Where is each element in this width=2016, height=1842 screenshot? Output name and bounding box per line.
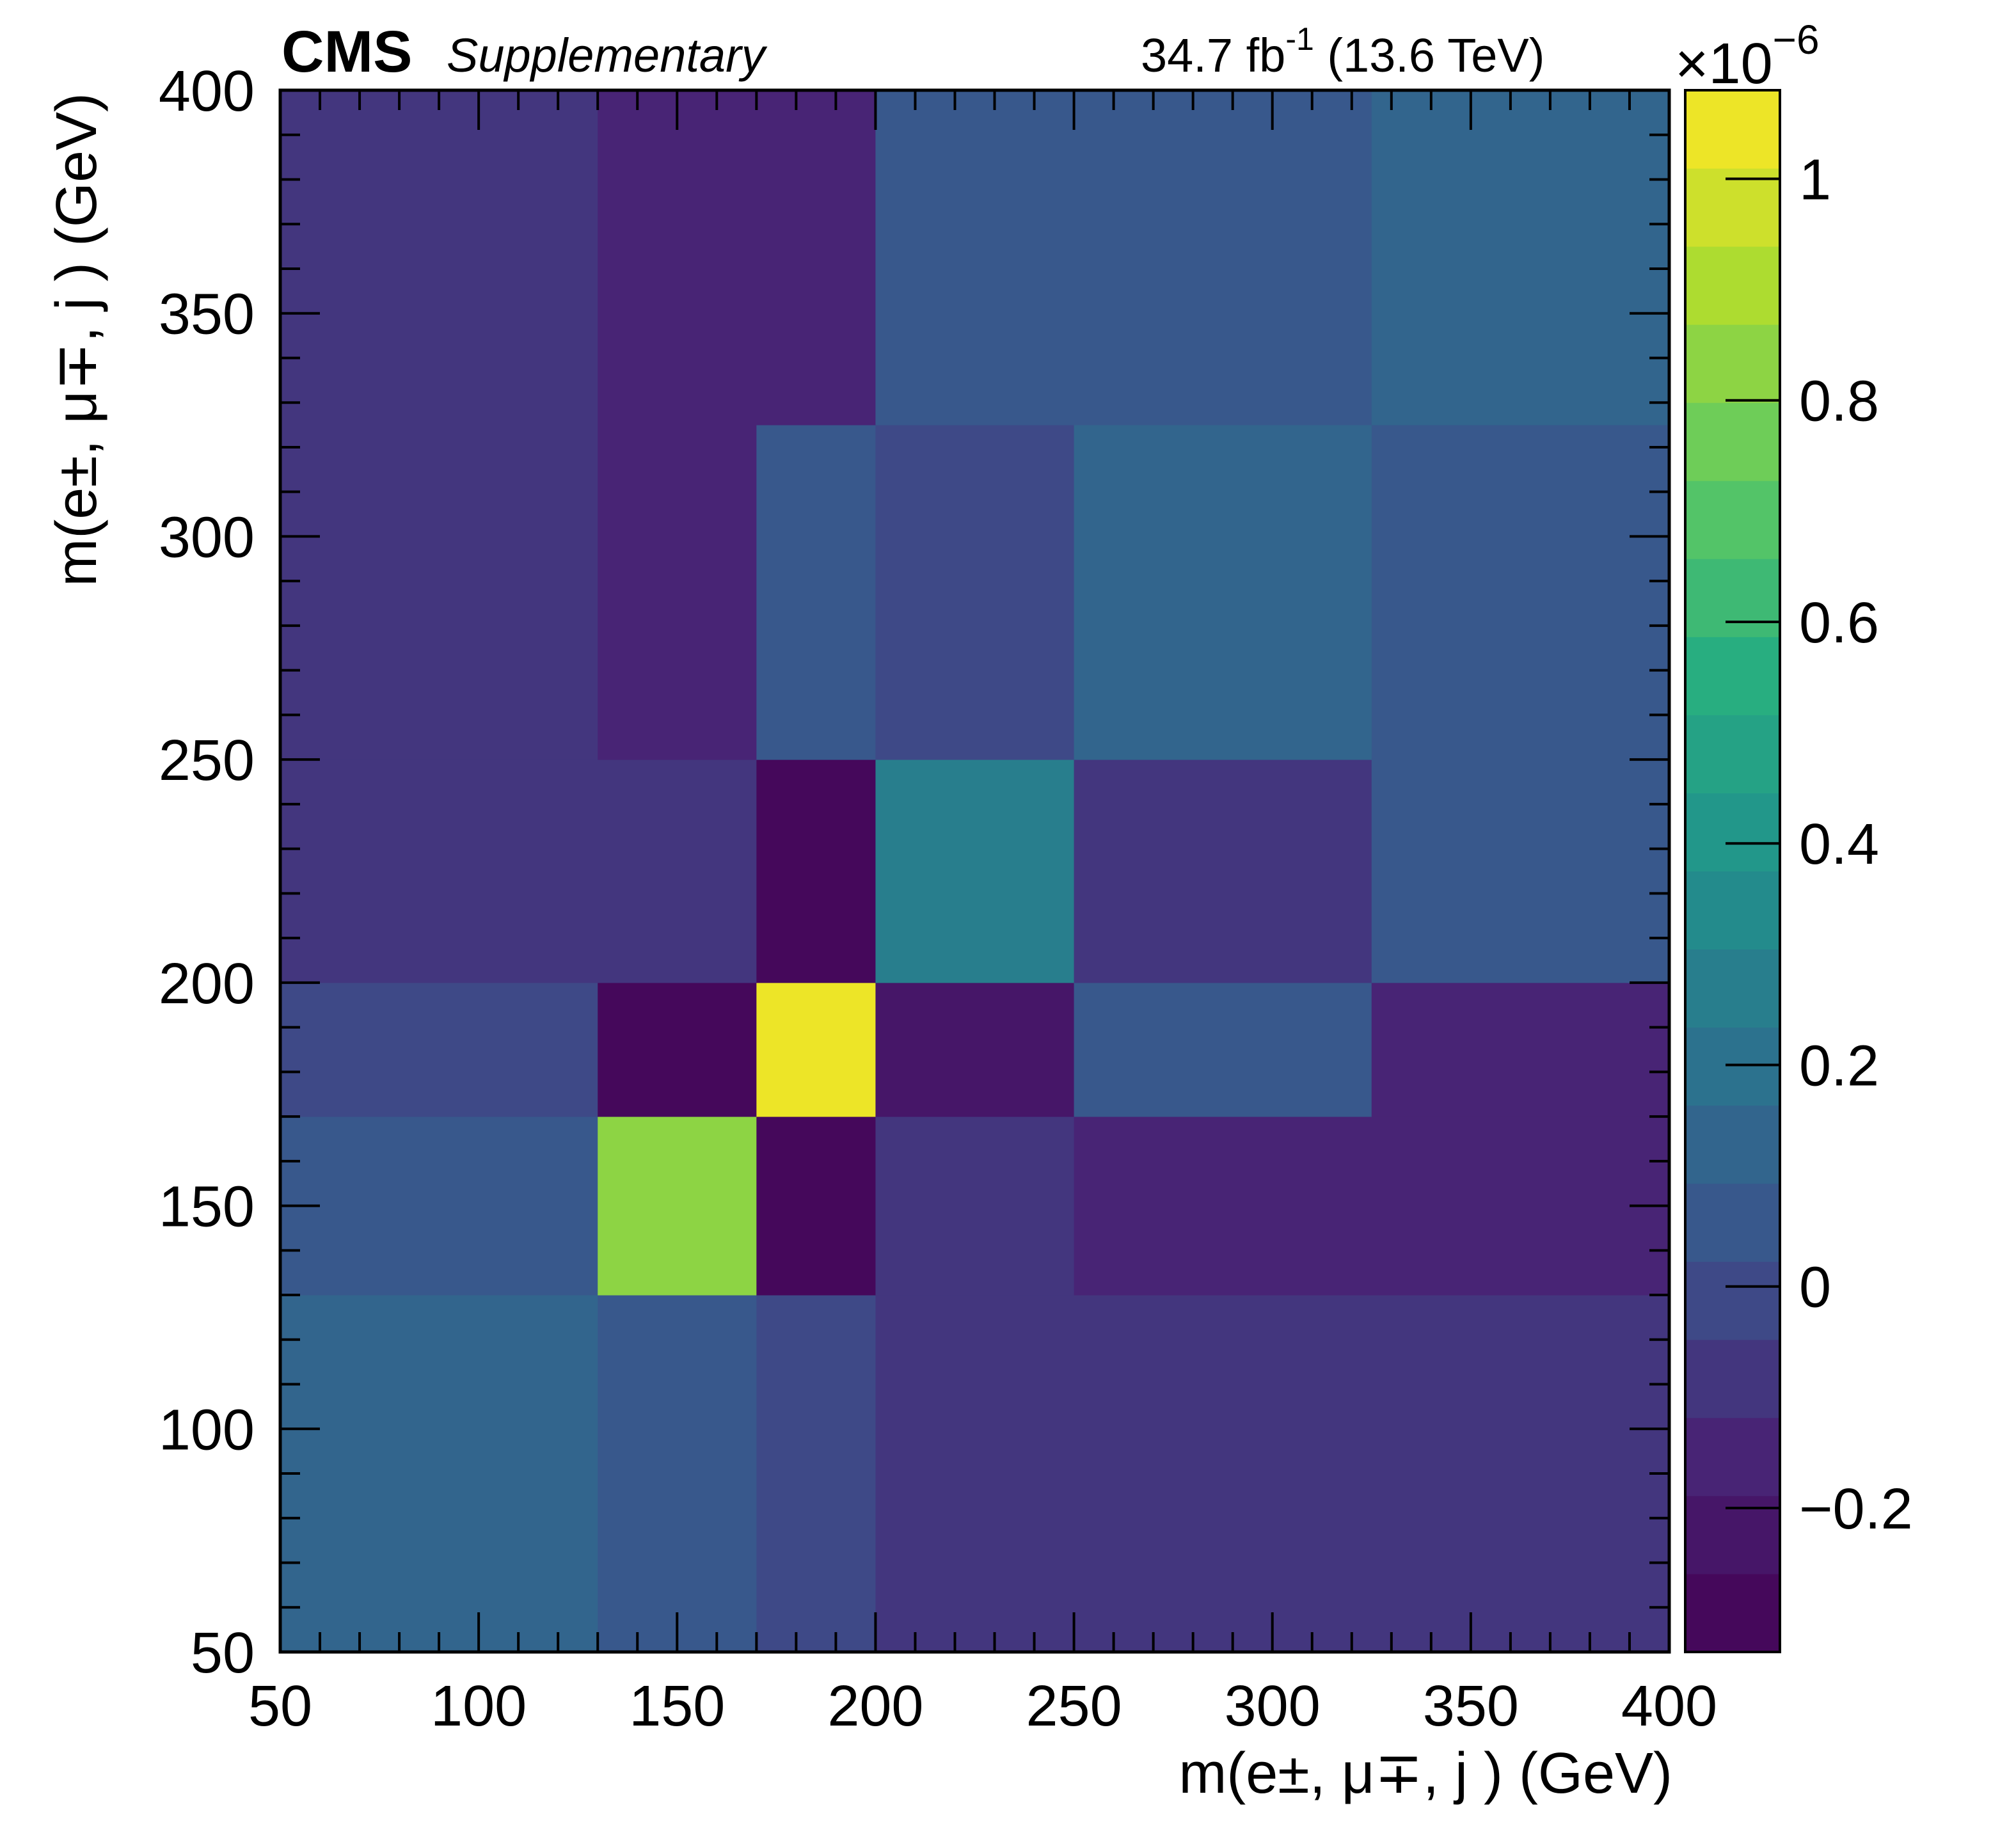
heatmap-cell — [280, 982, 598, 1117]
colorbar-band — [1685, 246, 1780, 325]
heatmap-cell — [598, 1116, 757, 1296]
y-tick-label: 350 — [159, 283, 255, 347]
y-tick-label: 300 — [159, 505, 255, 569]
heatmap-cell — [1371, 90, 1670, 425]
y-tick-label: 250 — [159, 729, 255, 793]
x-tick-label: 50 — [248, 1674, 312, 1738]
colorbar-ticks: −0.2 0 0.2 0.4 0.6 0.8 1 — [1726, 148, 1913, 1541]
y-tick-label: 200 — [159, 952, 255, 1016]
heatmap-cell — [598, 90, 876, 425]
colorbar-band — [1685, 324, 1780, 403]
colorbar-tick-label: −0.2 — [1799, 1477, 1913, 1541]
heatmap-cell — [756, 1295, 876, 1653]
heatmap-cell — [598, 425, 757, 760]
colorbar-multiplier-exponent: −6 — [1773, 17, 1820, 63]
x-axis-label: m(e±, μ∓, j ) (GeV) — [1179, 1742, 1672, 1806]
y-tick-label: 100 — [159, 1398, 255, 1462]
heatmap-cell — [875, 90, 1372, 425]
axis-ticks — [279, 89, 1671, 1653]
x-tick-label: 200 — [827, 1674, 923, 1738]
colorbar-band — [1685, 1027, 1780, 1106]
y-axis-label: m(e±, μ∓, j ) (GeV) — [45, 93, 109, 587]
heatmap-cell — [875, 1116, 1075, 1296]
heatmap-cell — [756, 982, 876, 1117]
colorbar-band — [1685, 1339, 1780, 1418]
colorbar-band — [1685, 402, 1780, 481]
heatmap-cells — [280, 90, 1670, 1653]
colorbar-band — [1685, 1105, 1780, 1184]
y-tick-label: 50 — [191, 1621, 255, 1685]
heatmap-cell — [280, 1295, 598, 1653]
colorbar-band — [1685, 480, 1780, 559]
colorbar — [1685, 90, 1780, 1653]
colorbar-tick-label: 0.6 — [1799, 591, 1879, 655]
heatmap-cell — [280, 759, 598, 983]
heatmap-cell — [756, 759, 876, 983]
heatmap-cell — [598, 982, 757, 1117]
cms-label: CMS — [282, 19, 412, 84]
colorbar-band — [1685, 1573, 1780, 1653]
x-tick-label: 250 — [1026, 1674, 1122, 1738]
luminosity-label: 34.7 fb-1 (13.6 TeV) — [1141, 21, 1544, 82]
x-tick-label: 350 — [1423, 1674, 1519, 1738]
x-tick-label: 150 — [629, 1674, 725, 1738]
y-tick-labels: 50 100 150 200 250 300 350 400 — [159, 60, 255, 1685]
colorbar-band — [1685, 637, 1780, 715]
heatmap-cell — [1074, 425, 1372, 760]
heatmap-cell — [875, 1295, 1670, 1653]
colorbar-band — [1685, 949, 1780, 1028]
colorbar-band — [1685, 1261, 1780, 1340]
colorbar-tick-label: 0.8 — [1799, 370, 1879, 434]
colorbar-tick-label: 1 — [1799, 148, 1831, 212]
energy-label: (13.6 TeV) — [1314, 29, 1545, 82]
luminosity-exponent: -1 — [1285, 21, 1314, 57]
colorbar-multiplier: ×10−6 — [1675, 17, 1820, 96]
colorbar-band — [1685, 793, 1780, 871]
heatmap-cell — [1074, 759, 1372, 983]
heatmap-cell — [280, 1116, 598, 1296]
colorbar-tick-label: 0.2 — [1799, 1034, 1879, 1098]
x-tick-label: 300 — [1225, 1674, 1321, 1738]
x-tick-label: 400 — [1621, 1674, 1717, 1738]
colorbar-band — [1685, 90, 1780, 169]
x-tick-label: 100 — [431, 1674, 527, 1738]
x-tick-labels: 50 100 150 200 250 300 350 400 — [248, 1674, 1717, 1738]
heatmap-cell — [875, 425, 1075, 760]
colorbar-frame — [1684, 89, 1781, 1653]
colorbar-tick-label: 0 — [1799, 1256, 1831, 1320]
colorbar-band — [1685, 1417, 1780, 1497]
y-tick-label: 150 — [159, 1175, 255, 1239]
heatmap-cell — [598, 759, 757, 983]
heatmap-cell — [1371, 425, 1670, 760]
heatmap-cell — [280, 425, 598, 760]
heatmap-cell — [756, 425, 876, 760]
heatmap-cell — [1074, 1116, 1670, 1296]
heatmap-cell — [875, 759, 1075, 983]
colorbar-band — [1685, 1183, 1780, 1262]
supplementary-label: Supplementary — [447, 29, 768, 82]
heatmap-cell — [1074, 982, 1372, 1117]
heatmap-cell — [598, 1295, 757, 1653]
colorbar-tick-label: 0.4 — [1799, 813, 1879, 877]
colorbar-band — [1685, 715, 1780, 793]
heatmap-cell — [1371, 759, 1670, 983]
colorbar-band — [1685, 871, 1780, 950]
heatmap-cell — [280, 90, 598, 425]
plot-frame — [278, 88, 1671, 1654]
heatmap-cell — [1371, 982, 1670, 1117]
heatmap-cell — [756, 1116, 876, 1296]
y-tick-label: 400 — [159, 60, 255, 123]
heatmap-cell — [875, 982, 1075, 1117]
colorbar-band — [1685, 559, 1780, 637]
colorbar-band — [1685, 168, 1780, 247]
